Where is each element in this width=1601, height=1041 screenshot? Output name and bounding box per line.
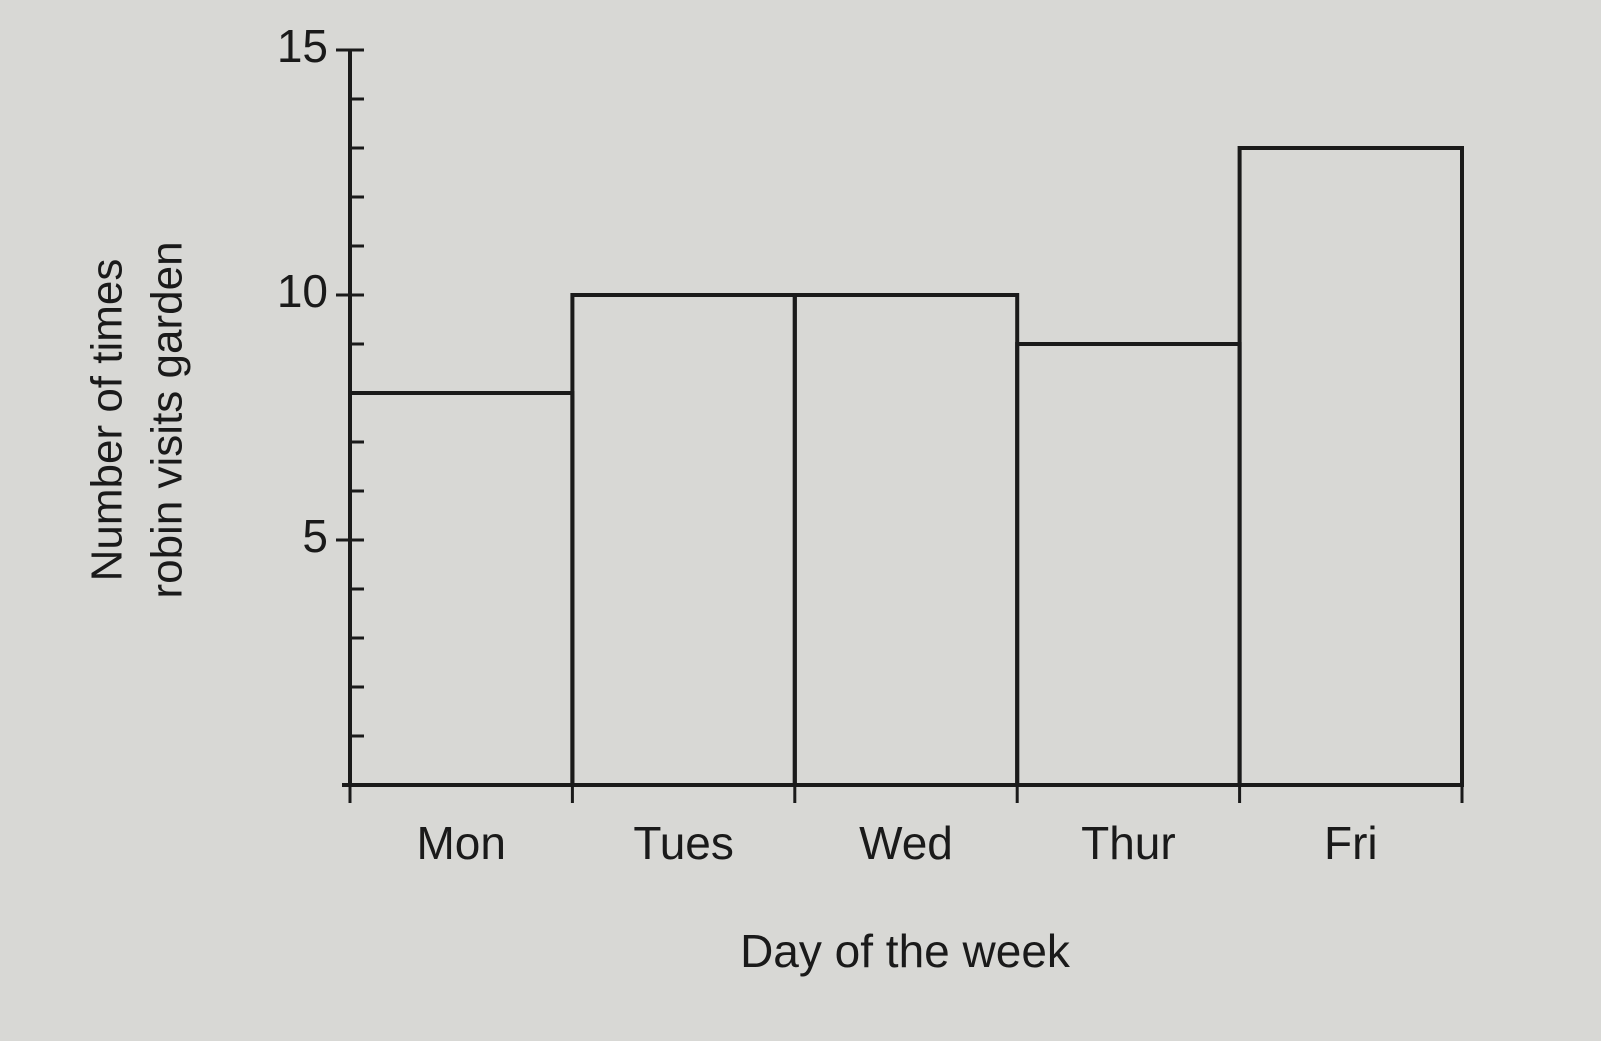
y-axis-label-line: robin visits garden bbox=[143, 241, 192, 598]
y-tick-label: 10 bbox=[277, 265, 328, 317]
x-tick-label: Wed bbox=[859, 817, 953, 869]
x-tick-label: Mon bbox=[416, 817, 505, 869]
x-tick-label: Thur bbox=[1081, 817, 1176, 869]
y-axis-label-line: Number of times bbox=[83, 259, 132, 582]
x-axis-label: Day of the week bbox=[740, 925, 1071, 977]
x-tick-label: Tues bbox=[633, 817, 734, 869]
bar bbox=[1237, 146, 1464, 787]
y-tick-label: 5 bbox=[302, 510, 328, 562]
x-tick-label: Fri bbox=[1324, 817, 1378, 869]
y-axis-label: Number of times robin visits garden bbox=[83, 241, 192, 598]
y-tick-label: 15 bbox=[277, 20, 328, 72]
